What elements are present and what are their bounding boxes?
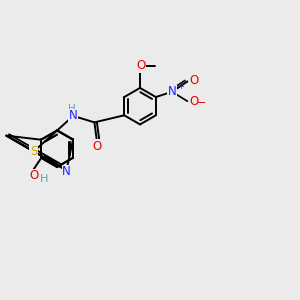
Text: N: N — [69, 110, 78, 122]
Text: O: O — [30, 169, 39, 182]
Text: S: S — [30, 145, 38, 158]
Text: H: H — [68, 104, 76, 114]
Text: O: O — [92, 140, 101, 153]
Text: O: O — [136, 59, 145, 72]
Text: −: − — [197, 98, 206, 108]
Text: H: H — [40, 174, 48, 184]
Text: O: O — [189, 95, 199, 108]
Text: +: + — [177, 82, 184, 91]
Text: N: N — [168, 85, 176, 98]
Text: O: O — [189, 74, 199, 87]
Text: N: N — [62, 165, 71, 178]
